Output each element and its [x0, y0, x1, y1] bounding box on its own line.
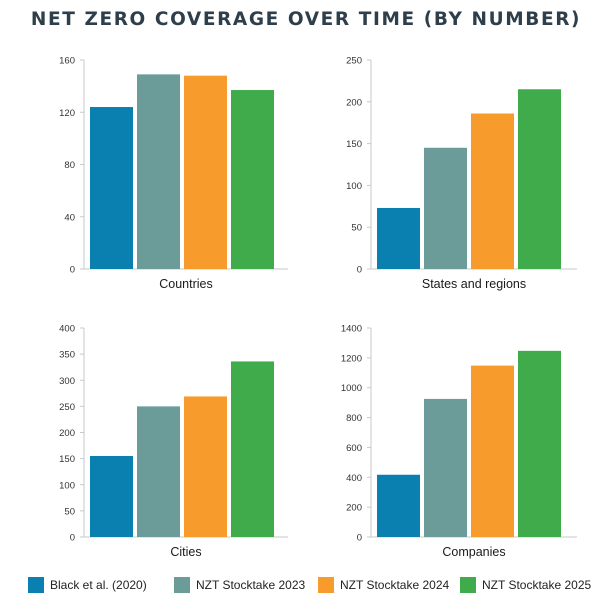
bar-1	[377, 207, 420, 269]
y-tick-label: 400	[59, 324, 75, 335]
y-tick-label: 50	[351, 223, 362, 234]
bar-4	[518, 89, 561, 269]
bar-4	[231, 361, 274, 537]
y-tick-label: 0	[357, 265, 362, 276]
y-tick-label: 0	[357, 533, 362, 544]
x-axis-label: States and regions	[422, 277, 526, 291]
bar-1	[90, 107, 133, 270]
y-tick-label: 200	[59, 428, 75, 439]
legend-label: Black et al. (2020)	[50, 578, 147, 592]
chart-title: NET ZERO COVERAGE OVER TIME (BY NUMBER)	[30, 9, 582, 30]
legend-swatch	[174, 577, 190, 593]
legend-swatch	[28, 577, 44, 593]
legend-label: NZT Stocktake 2024	[340, 578, 450, 592]
x-axis-label: Countries	[159, 277, 213, 291]
chart-panel-0: 0 40 80 120 160 Countries	[59, 56, 288, 291]
y-tick-label: 150	[59, 454, 75, 465]
bar-3	[471, 365, 514, 537]
bar-2	[424, 398, 467, 537]
legend-label: NZT Stocktake 2023	[196, 578, 306, 592]
y-tick-label: 1400	[341, 324, 362, 335]
bar-4	[231, 90, 274, 269]
legend-label: NZT Stocktake 2025	[482, 578, 592, 592]
y-tick-label: 1200	[341, 353, 362, 364]
y-tick-label: 100	[59, 480, 75, 491]
y-tick-label: 600	[346, 443, 362, 454]
y-tick-label: 300	[59, 376, 75, 387]
bar-2	[424, 147, 467, 269]
y-tick-label: 0	[70, 533, 75, 544]
y-tick-label: 200	[346, 97, 362, 108]
y-tick-label: 150	[346, 139, 362, 150]
x-axis-label: Cities	[170, 545, 201, 559]
bar-3	[184, 75, 227, 269]
y-tick-label: 120	[59, 108, 75, 119]
y-tick-label: 80	[64, 160, 75, 171]
bar-2	[137, 406, 180, 537]
chart-panel-2: 0 50 100 150 200 250 300 350 400 Cities	[59, 324, 288, 559]
x-axis-label: Companies	[442, 545, 505, 559]
y-tick-label: 50	[64, 506, 75, 517]
legend-item-nzt-2023: NZT Stocktake 2023	[174, 577, 305, 593]
y-tick-label: 200	[346, 503, 362, 514]
bar-4	[518, 350, 561, 537]
bar-1	[90, 456, 133, 537]
y-tick-label: 400	[346, 473, 362, 484]
y-tick-label: 0	[70, 265, 75, 276]
y-tick-label: 40	[64, 212, 75, 223]
legend-swatch	[460, 577, 476, 593]
bar-3	[184, 396, 227, 537]
legend-item-nzt-2024: NZT Stocktake 2024	[318, 577, 449, 593]
legend-item-nzt-2025: NZT Stocktake 2025	[460, 577, 591, 593]
legend-item-black-2020: Black et al. (2020)	[28, 577, 147, 593]
y-tick-label: 250	[346, 56, 362, 67]
bar-1	[377, 474, 420, 537]
legend: Black et al. (2020) NZT Stocktake 2023 N…	[28, 577, 608, 597]
bar-3	[471, 113, 514, 269]
charts-canvas: 0 40 80 120 160 Countries 0 50 100 150 200 250 State…	[59, 56, 577, 559]
y-tick-label: 160	[59, 56, 75, 67]
y-tick-label: 250	[59, 402, 75, 413]
y-tick-label: 100	[346, 181, 362, 192]
bar-2	[137, 74, 180, 270]
y-tick-label: 800	[346, 413, 362, 424]
chart-panel-3: 0 200 400 600 800 1000 1200 1400 Companies	[341, 324, 577, 559]
y-tick-label: 1000	[341, 383, 362, 394]
y-tick-label: 350	[59, 350, 75, 361]
legend-swatch	[318, 577, 334, 593]
chart-panel-1: 0 50 100 150 200 250 States and regions	[346, 56, 577, 291]
